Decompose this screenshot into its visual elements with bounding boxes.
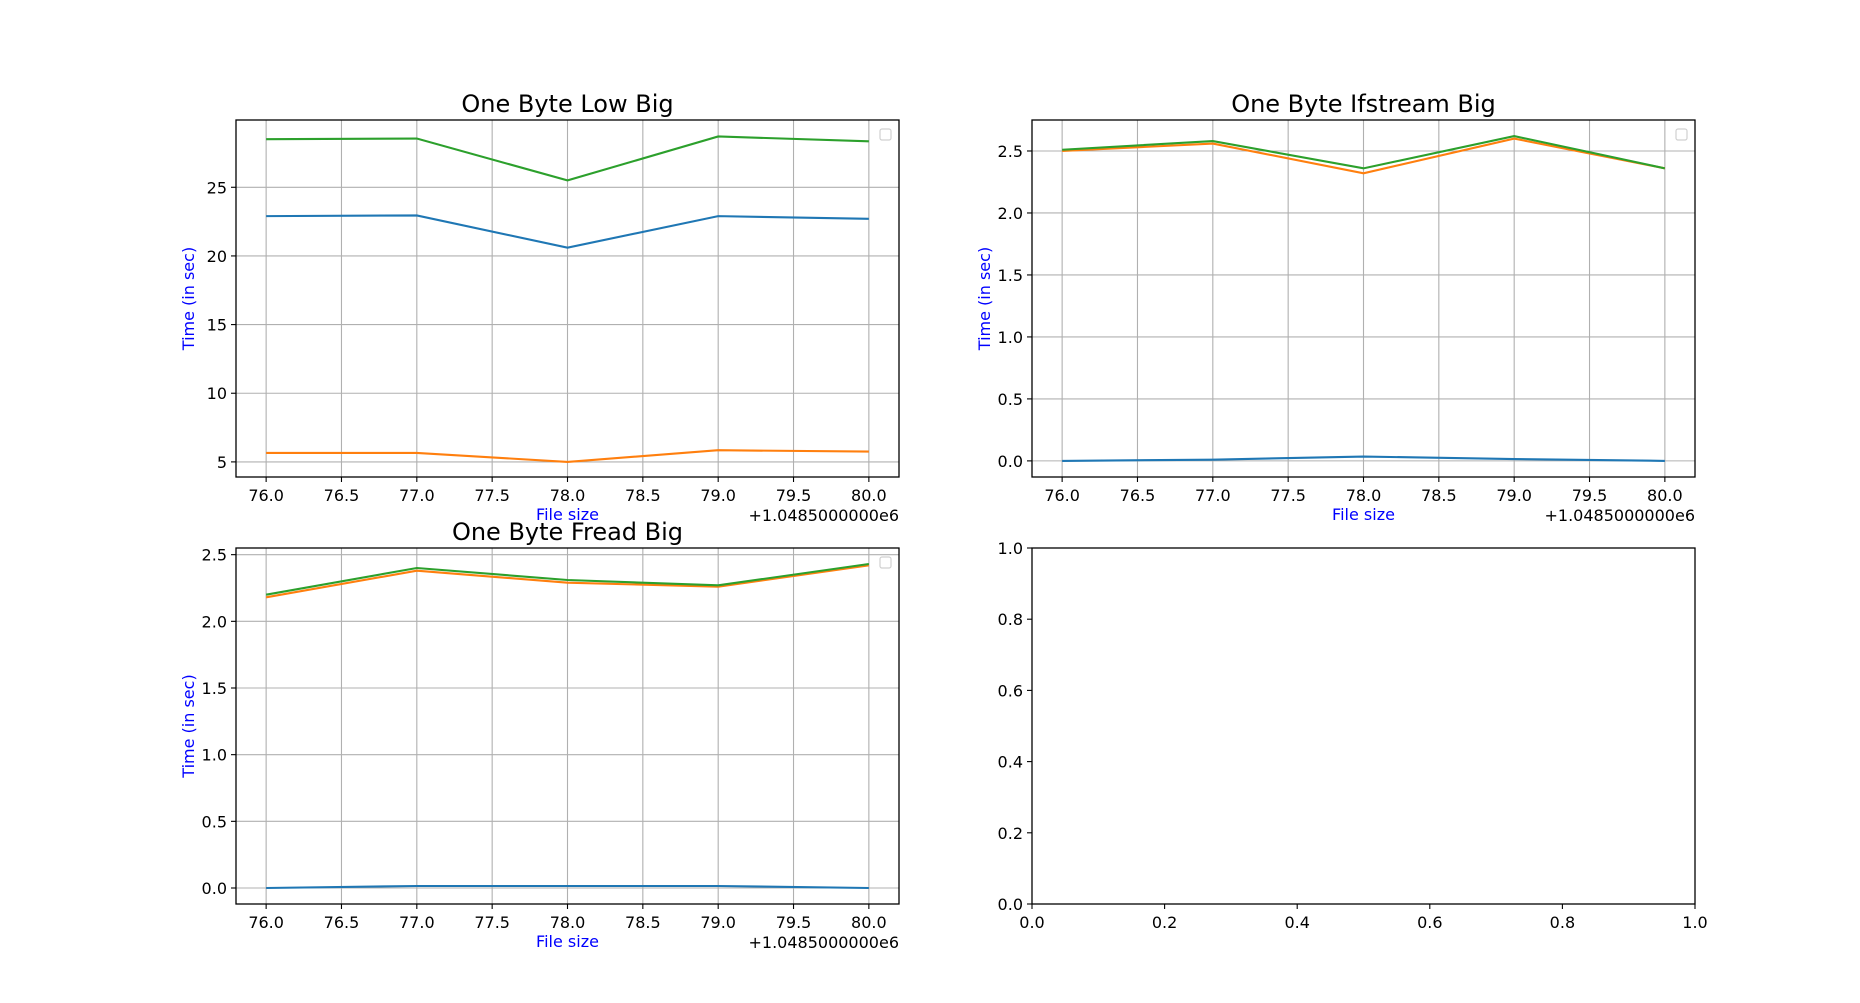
y-tick-label: 10 <box>207 384 227 403</box>
series-line-3 <box>1062 135 1666 170</box>
x-tick-label: 78.0 <box>550 913 586 932</box>
y-tick-label: 0.0 <box>202 879 227 898</box>
x-tick-label: 78.5 <box>625 486 661 505</box>
x-tick-label: 79.0 <box>700 486 736 505</box>
y-tick-label: 1.0 <box>998 328 1023 347</box>
y-tick-label: 0.6 <box>998 681 1023 700</box>
subplot-title: One Byte Fread Big <box>452 518 683 546</box>
x-tick-label: 78.0 <box>550 486 586 505</box>
series-line-1 <box>266 884 869 890</box>
x-tick-label: 0.4 <box>1284 913 1309 932</box>
y-tick-label: 20 <box>207 247 227 266</box>
x-tick-label: 79.0 <box>700 913 736 932</box>
subplot-4: 0.0 0.2 0.4 0.6 0.8 1.0 0.0 0.2 0.4 0.6 0.8 1.0 <box>998 539 1708 932</box>
y-axis-label: Time (in sec) <box>179 247 198 351</box>
x-tick-label: 77.0 <box>399 486 435 505</box>
y-tick-label: 2.5 <box>202 546 227 565</box>
x-axis-label: File size <box>536 932 599 951</box>
x-tick-label: 78.5 <box>1421 486 1457 505</box>
x-tick-label: 0.6 <box>1417 913 1442 932</box>
y-tick-label: 0.0 <box>998 895 1023 914</box>
y-axis-label: Time (in sec) <box>179 674 198 778</box>
x-tick-label: 80.0 <box>1647 486 1683 505</box>
x-tick-label: 77.5 <box>474 486 510 505</box>
series-line-1 <box>266 214 869 249</box>
subplot-3: 76.0 76.5 77.0 77.5 78.0 78.5 79.0 79.5 80.0 0.0 0… <box>179 518 900 952</box>
series-line-3 <box>265 562 870 596</box>
y-tick-label: 2.0 <box>202 612 227 631</box>
y-tick-label: 2.5 <box>998 142 1023 161</box>
y-tick-label: 1.5 <box>202 679 227 698</box>
x-tick-label: 79.5 <box>776 913 812 932</box>
x-tick-label: 76.0 <box>248 913 284 932</box>
x-axis-label: File size <box>1332 505 1395 524</box>
y-tick-label: 0.0 <box>998 452 1023 471</box>
subplot-title: One Byte Ifstream Big <box>1231 90 1496 118</box>
y-tick-label: 1.0 <box>998 539 1023 558</box>
subplot-title: One Byte Low Big <box>461 90 673 118</box>
x-offset-label: +1.0485000000e6 <box>749 933 900 952</box>
x-tick-label: 76.5 <box>1120 486 1156 505</box>
x-tick-label: 79.5 <box>776 486 812 505</box>
subplot-1: 76.0 76.5 77.0 77.5 78.0 78.5 79.0 79.5 80.0 5 10 1… <box>179 90 900 525</box>
subplot-2: 76.0 76.5 77.0 77.5 78.0 78.5 79.0 79.5 80.0 0.0 0… <box>975 90 1696 525</box>
x-tick-label: 80.0 <box>851 913 887 932</box>
y-tick-label: 5 <box>217 453 227 472</box>
series-line-3 <box>266 135 869 182</box>
y-tick-label: 2.0 <box>998 204 1023 223</box>
x-tick-label: 79.0 <box>1496 486 1532 505</box>
y-tick-label: 1.0 <box>202 746 227 765</box>
x-tick-label: 1.0 <box>1682 913 1707 932</box>
x-tick-label: 0.8 <box>1550 913 1575 932</box>
x-tick-label: 0.0 <box>1019 913 1044 932</box>
x-offset-label: +1.0485000000e6 <box>1545 506 1696 525</box>
y-tick-label: 0.5 <box>202 812 227 831</box>
x-tick-label: 78.5 <box>625 913 661 932</box>
x-axis-label: File size <box>536 505 599 524</box>
series-line-2 <box>265 564 870 599</box>
x-tick-label: 76.5 <box>324 913 360 932</box>
x-tick-label: 77.0 <box>399 913 435 932</box>
x-tick-label: 76.0 <box>1044 486 1080 505</box>
axes-frame <box>1031 547 1696 905</box>
x-tick-label: 77.5 <box>1270 486 1306 505</box>
y-tick-label: 15 <box>207 316 227 335</box>
x-tick-label: 78.0 <box>1346 486 1382 505</box>
x-tick-label: 79.5 <box>1572 486 1608 505</box>
x-tick-label: 0.2 <box>1152 913 1177 932</box>
x-tick-label: 80.0 <box>851 486 887 505</box>
y-tick-label: 1.5 <box>998 266 1023 285</box>
series-line-1 <box>1062 455 1665 462</box>
series-line-2 <box>266 449 869 463</box>
y-tick-label: 0.5 <box>998 390 1023 409</box>
y-tick-label: 0.4 <box>998 753 1023 772</box>
x-tick-label: 77.0 <box>1195 486 1231 505</box>
y-axis-label: Time (in sec) <box>975 247 994 351</box>
empty-legend <box>879 556 892 569</box>
empty-legend <box>1675 128 1688 141</box>
y-tick-label: 0.8 <box>998 610 1023 629</box>
y-tick-label: 25 <box>207 178 227 197</box>
x-tick-label: 77.5 <box>474 913 510 932</box>
y-tick-label: 0.2 <box>998 824 1023 843</box>
series-line-2 <box>1062 137 1666 175</box>
x-tick-label: 76.5 <box>324 486 360 505</box>
empty-legend <box>879 128 892 141</box>
x-offset-label: +1.0485000000e6 <box>749 506 900 525</box>
x-tick-label: 76.0 <box>248 486 284 505</box>
